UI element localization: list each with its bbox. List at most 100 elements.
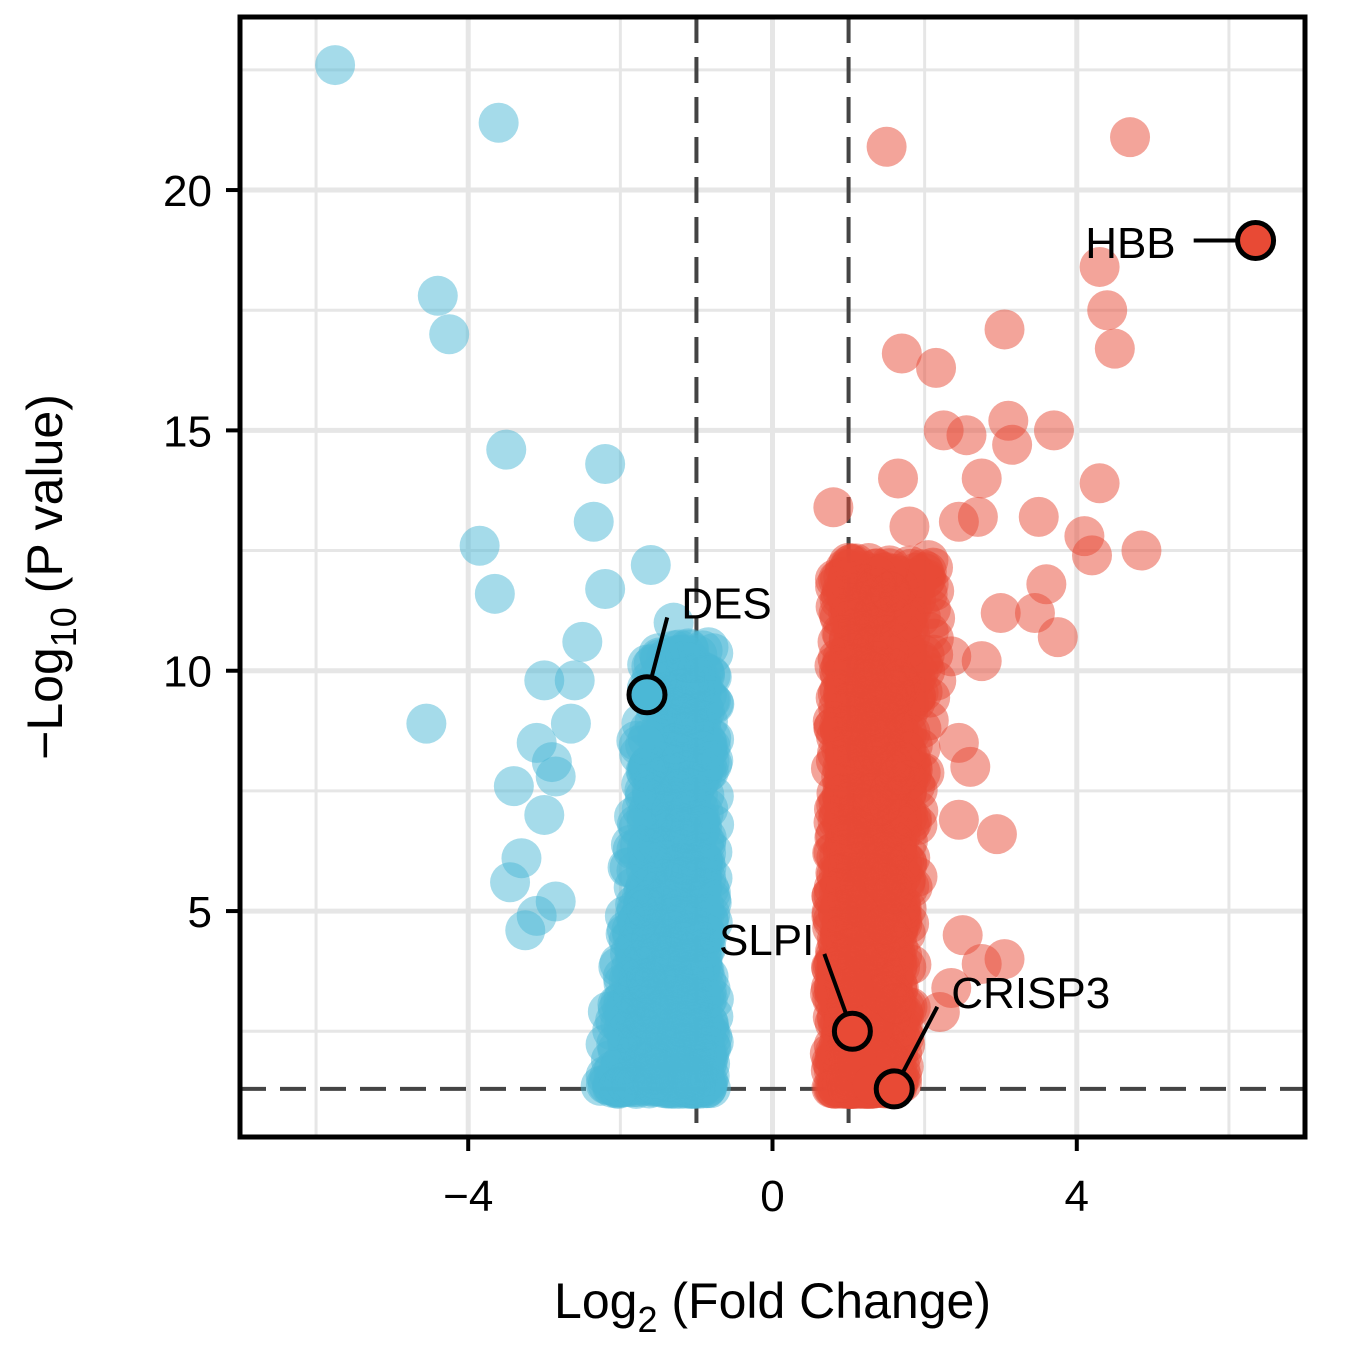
grid [240, 17, 1305, 1137]
data-point [652, 897, 693, 938]
data-point [946, 415, 987, 456]
data-point [524, 660, 565, 701]
highlighted-point [1235, 220, 1277, 262]
data-point [1033, 410, 1074, 451]
data-point [810, 748, 851, 789]
data-point [880, 754, 921, 795]
data-point [486, 429, 527, 470]
y-tick-label: 20 [163, 167, 212, 216]
data-point [406, 703, 447, 744]
highlight-des: DES [626, 579, 772, 716]
data-point [976, 814, 1017, 855]
data-point [961, 641, 1002, 682]
x-tick-label: −4 [443, 1172, 493, 1221]
gene-label: HBB [1085, 219, 1175, 268]
data-point [878, 458, 919, 499]
data-point [478, 102, 519, 143]
data-point [916, 347, 957, 388]
highlight-slpi: SLPI [719, 916, 873, 1052]
data-point [1079, 463, 1120, 504]
data-point [665, 641, 706, 682]
data-point [493, 766, 534, 807]
data-point [680, 805, 721, 846]
data-point [938, 501, 979, 542]
data-point [1014, 593, 1055, 634]
data-point [535, 881, 576, 922]
data-point [554, 660, 595, 701]
data-point [878, 566, 919, 607]
gene-label: SLPI [719, 916, 814, 965]
data-point [668, 761, 709, 802]
data-point [315, 45, 356, 86]
highlighted-point [626, 674, 668, 716]
data-point [550, 703, 591, 744]
data-point [889, 506, 930, 547]
data-point [889, 805, 930, 846]
data-point [490, 862, 531, 903]
data-point [812, 701, 853, 742]
data-point [980, 593, 1021, 634]
data-point [573, 501, 614, 542]
data-point [1079, 246, 1120, 287]
data-point [992, 424, 1033, 465]
gene-label: DES [681, 579, 771, 628]
data-point [875, 983, 916, 1024]
y-axis-title: −Log10 (P value) [17, 394, 84, 760]
data-point [585, 569, 626, 610]
data-point [950, 746, 991, 787]
data-point [845, 658, 886, 699]
data-point [1121, 530, 1162, 571]
data-point [961, 458, 1002, 499]
x-tick-label: 4 [1065, 1172, 1089, 1221]
data-point [630, 544, 671, 585]
data-point [931, 636, 972, 677]
data-point [417, 275, 458, 316]
data-point [817, 891, 858, 932]
data-point [516, 722, 557, 763]
data-point [618, 808, 659, 849]
data-point [942, 915, 983, 956]
data-point [635, 1050, 676, 1091]
data-point [535, 756, 576, 797]
data-point [625, 724, 666, 765]
data-point [524, 794, 565, 835]
data-point [938, 799, 979, 840]
highlighted-genes: HBB DES SLPI CRISP3 [626, 219, 1277, 1110]
data-point [459, 525, 500, 566]
data-point [864, 831, 905, 872]
data-point [686, 927, 727, 968]
highlight-crisp3: CRISP3 [873, 969, 1110, 1110]
data-point [677, 1009, 718, 1050]
y-tick-label: 5 [188, 888, 212, 937]
data-point [831, 590, 872, 631]
x-tick-label: 0 [760, 1172, 784, 1221]
data-point [865, 904, 906, 945]
data-point [833, 967, 874, 1008]
data-point [961, 943, 1002, 984]
data-point [668, 1055, 709, 1096]
data-point [832, 543, 873, 584]
data-point [429, 314, 470, 355]
data-point [636, 857, 677, 898]
y-tick-label: 10 [163, 648, 212, 697]
data-point [881, 333, 922, 374]
data-point [1072, 535, 1112, 576]
y-tick-label: 15 [163, 407, 212, 456]
data-point [637, 993, 678, 1034]
highlight-hbb: HBB [1085, 219, 1277, 268]
data-point [873, 873, 914, 914]
data-point [866, 126, 907, 167]
data-point [474, 573, 515, 614]
data-point [505, 910, 546, 951]
highlighted-point [873, 1068, 915, 1110]
data-point [562, 621, 603, 662]
axis-ticks: −4 0 4 5 10 15 20 [163, 167, 1089, 1221]
data-points [315, 45, 1162, 1109]
data-point [681, 868, 722, 909]
data-point [626, 958, 667, 999]
data-point [1087, 290, 1128, 331]
data-point [1018, 496, 1059, 537]
gene-label: CRISP3 [951, 969, 1110, 1018]
x-axis-title: Log2 (Fold Change) [554, 1273, 991, 1340]
